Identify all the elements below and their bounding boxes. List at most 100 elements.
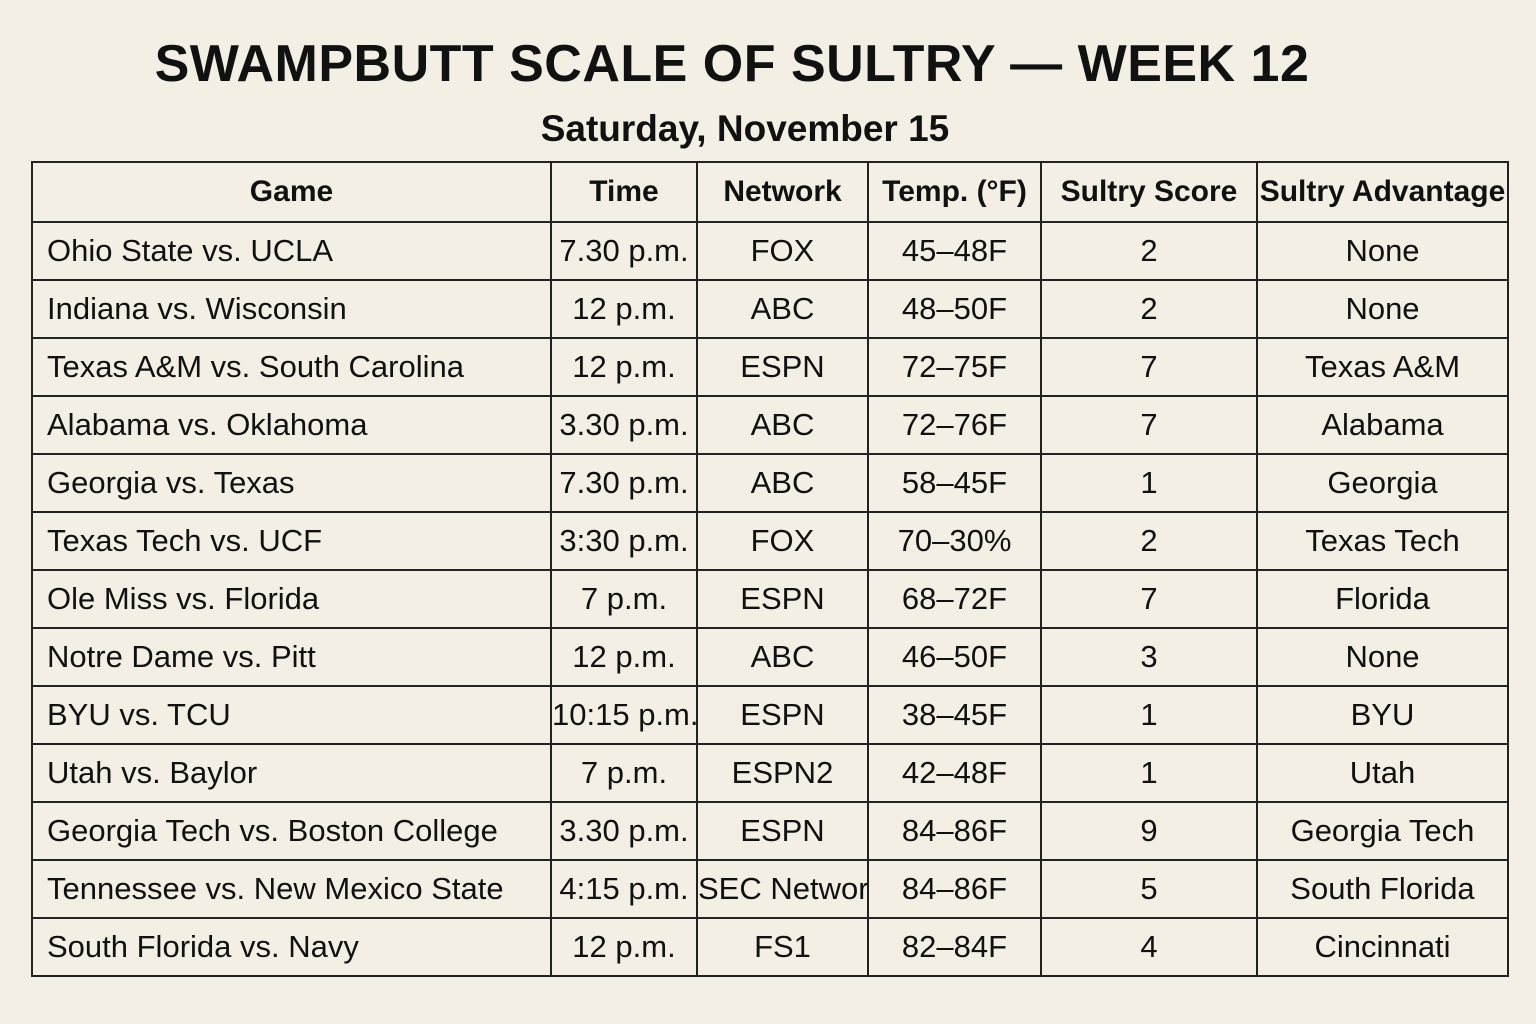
table-cell: 3.30 p.m. [550, 395, 698, 455]
table-cell: None [1256, 627, 1509, 687]
table-cell: 45–48F [867, 221, 1042, 281]
table-cell: Georgia [1256, 453, 1509, 513]
table-cell: 7 [1040, 395, 1258, 455]
table-cell: 84–86F [867, 801, 1042, 861]
table-cell: 9 [1040, 801, 1258, 861]
column-header: Game [31, 161, 552, 223]
table-cell: 68–72F [867, 569, 1042, 629]
column-header: Temp. (°F) [867, 161, 1042, 223]
table-cell: 46–50F [867, 627, 1042, 687]
table-cell: None [1256, 221, 1509, 281]
table-row: BYU vs. TCU 10:15 p.m. ESPN 38–45F 1 BYU [31, 685, 1509, 745]
table-row: Ohio State vs. UCLA 7.30 p.m. FOX 45–48F 2 No… [31, 221, 1509, 281]
table-row: Tennessee vs. New Mexico State 4:15 p.m. S… [31, 859, 1509, 919]
table-cell: Notre Dame vs. Pitt [31, 627, 552, 687]
table-row: Georgia Tech vs. Boston College 3.30 p.m.… [31, 801, 1509, 861]
table-cell: FOX [696, 221, 869, 281]
table-cell: 2 [1040, 279, 1258, 339]
table-cell: Georgia vs. Texas [31, 453, 552, 513]
table-cell: South Florida vs. Navy [31, 917, 552, 977]
table-cell: Texas A&M vs. South Carolina [31, 337, 552, 397]
table-cell: Ole Miss vs. Florida [31, 569, 552, 629]
table-cell: 38–45F [867, 685, 1042, 745]
table-cell: Georgia Tech vs. Boston College [31, 801, 552, 861]
table-cell: Georgia Tech [1256, 801, 1509, 861]
subtitle: Saturday, November 15 [540, 108, 950, 149]
table-cell: 84–86F [867, 859, 1042, 919]
table-cell: 10:15 p.m. [550, 685, 698, 745]
table-cell: BYU [1256, 685, 1509, 745]
table-cell: ABC [696, 395, 869, 455]
table-cell: Texas Tech vs. UCF [31, 511, 552, 571]
table-cell: 5 [1040, 859, 1258, 919]
table-cell: 1 [1040, 743, 1258, 803]
table-cell: 7 p.m. [550, 743, 698, 803]
table-row: South Florida vs. Navy 12 p.m. FS1 82–84F 4 C… [31, 917, 1509, 977]
table-cell: 7 [1040, 569, 1258, 629]
table-cell: 7.30 p.m. [550, 221, 698, 281]
table-cell: SEC Network [696, 859, 869, 919]
table-cell: 3:30 p.m. [550, 511, 698, 571]
table-cell: FOX [696, 511, 869, 571]
table-cell: 72–75F [867, 337, 1042, 397]
table-cell: 12 p.m. [550, 917, 698, 977]
table-cell: 48–50F [867, 279, 1042, 339]
table-cell: 3 [1040, 627, 1258, 687]
table-cell: Alabama [1256, 395, 1509, 455]
table-cell: Indiana vs. Wisconsin [31, 279, 552, 339]
table-cell: 12 p.m. [550, 627, 698, 687]
table-cell: 7 p.m. [550, 569, 698, 629]
table-cell: 7 [1040, 337, 1258, 397]
table-cell: 7.30 p.m. [550, 453, 698, 513]
column-header: Time [550, 161, 698, 223]
table-row: Texas A&M vs. South Carolina 12 p.m. ESPN 7… [31, 337, 1509, 397]
table-cell: FS1 [696, 917, 869, 977]
table-row: Alabama vs. Oklahoma 3.30 p.m. ABC 72–76F 7 A… [31, 395, 1509, 455]
table-cell: Texas A&M [1256, 337, 1509, 397]
table-cell: 2 [1040, 511, 1258, 571]
table-cell: ESPN [696, 685, 869, 745]
table-cell: Ohio State vs. UCLA [31, 221, 552, 281]
table-row: Ole Miss vs. Florida 7 p.m. ESPN 68–72F 7 Flo… [31, 569, 1509, 629]
table-cell: ABC [696, 453, 869, 513]
schedule-table: Game Time Network Temp. (°F) Sultry Score Sul… [31, 161, 1509, 977]
table-cell: 1 [1040, 685, 1258, 745]
table-cell: None [1256, 279, 1509, 339]
table-cell: Texas Tech [1256, 511, 1509, 571]
table-cell: 1 [1040, 453, 1258, 513]
table-row: Utah vs. Baylor 7 p.m. ESPN2 42–48F 1 Utah [31, 743, 1509, 803]
table-cell: 72–76F [867, 395, 1042, 455]
table-cell: 82–84F [867, 917, 1042, 977]
table-cell: Cincinnati [1256, 917, 1509, 977]
table-row: Notre Dame vs. Pitt 12 p.m. ABC 46–50F 3 None [31, 627, 1509, 687]
table-cell: 12 p.m. [550, 337, 698, 397]
column-header: Sultry Score [1040, 161, 1258, 223]
table-cell: 2 [1040, 221, 1258, 281]
table-row: Texas Tech vs. UCF 3:30 p.m. FOX 70–30% 2 Tex… [31, 511, 1509, 571]
table-row: Georgia vs. Texas 7.30 p.m. ABC 58–45F 1 Geor… [31, 453, 1509, 513]
table-cell: Alabama vs. Oklahoma [31, 395, 552, 455]
table-cell: ESPN2 [696, 743, 869, 803]
table-row: Indiana vs. Wisconsin 12 p.m. ABC 48–50F 2 No… [31, 279, 1509, 339]
table-cell: ESPN [696, 337, 869, 397]
column-header: Network [696, 161, 869, 223]
table-cell: 12 p.m. [550, 279, 698, 339]
table-cell: 58–45F [867, 453, 1042, 513]
table-cell: 4 [1040, 917, 1258, 977]
table-cell: ESPN [696, 801, 869, 861]
table-cell: South Florida [1256, 859, 1509, 919]
table-cell: 70–30% [867, 511, 1042, 571]
table-cell: 42–48F [867, 743, 1042, 803]
table-cell: Utah vs. Baylor [31, 743, 552, 803]
table-cell: ABC [696, 627, 869, 687]
title: SWAMPBUTT SCALE OF SULTRY — WEEK 12 [154, 35, 1310, 93]
table-cell: Tennessee vs. New Mexico State [31, 859, 552, 919]
table-cell: 4:15 p.m. [550, 859, 698, 919]
table-cell: ABC [696, 279, 869, 339]
column-header: Sultry Advantage [1256, 161, 1509, 223]
header-row: Game Time Network Temp. (°F) Sultry Score Sul… [31, 161, 1509, 223]
table-body: Ohio State vs. UCLA 7.30 p.m. FOX 45–48F 2 No… [31, 221, 1509, 977]
table-cell: ESPN [696, 569, 869, 629]
table-cell: Florida [1256, 569, 1509, 629]
